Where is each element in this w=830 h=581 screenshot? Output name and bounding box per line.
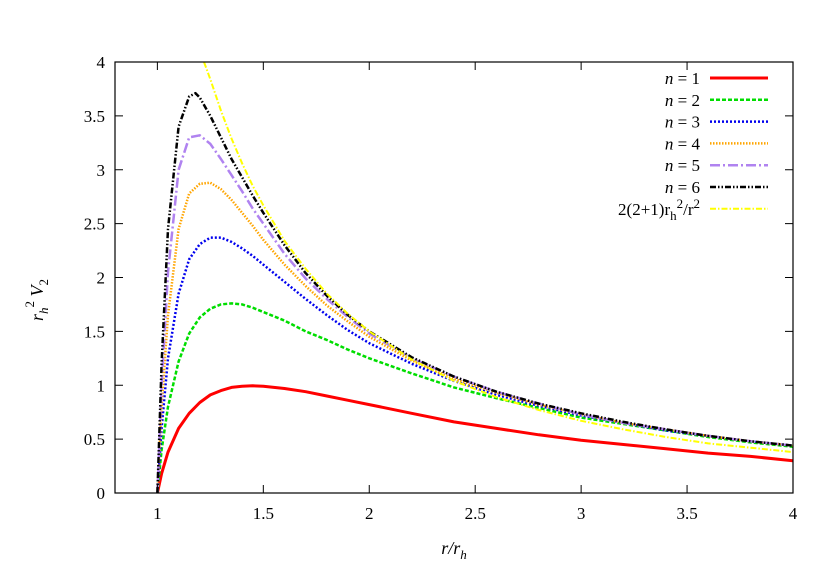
legend-entry: n = 3 <box>665 113 768 132</box>
series-line-1 <box>155 384 793 493</box>
x-tick-label: 3.5 <box>676 504 697 523</box>
y-tick-label: 3 <box>97 161 106 180</box>
legend-entry: n = 4 <box>665 134 768 153</box>
y-tick-label: 3.5 <box>84 107 105 126</box>
series-line-7 <box>203 62 793 454</box>
legend: n = 1 n = 2 n = 3 n = 4 n = 5 n = 62(2+1)rh2/… <box>618 69 768 223</box>
y-tick-label: 1 <box>97 376 106 395</box>
y-label-sub-2: 2 <box>36 279 51 286</box>
y-label-sup-2: 2 <box>22 301 37 308</box>
x-tick-label: 1.5 <box>253 504 274 523</box>
legend-entry: n = 1 <box>665 69 768 88</box>
legend-label: n = 1 <box>665 69 700 88</box>
y-tick-label: 0.5 <box>84 430 105 449</box>
legend-label: n = 2 <box>665 91 700 110</box>
x-tick-label: 1 <box>153 504 162 523</box>
y-tick-label: 4 <box>97 53 106 72</box>
y-label-sub-h: h <box>36 307 51 314</box>
data-curves <box>155 62 793 493</box>
series-line-3 <box>156 236 793 493</box>
series-line-2 <box>156 302 793 493</box>
legend-label: 2(2+1)rh2/r2 <box>618 196 700 223</box>
legend-entry: n = 6 <box>665 178 768 197</box>
x-tick-label: 2.5 <box>465 504 486 523</box>
y-tick-label: 2.5 <box>84 215 105 234</box>
series-line-6 <box>156 91 793 493</box>
x-tick-label: 4 <box>789 504 798 523</box>
legend-label: n = 3 <box>665 113 700 132</box>
svg-text:rh2 V2: rh2 V2 <box>22 279 51 321</box>
y-tick-label: 1.5 <box>84 322 105 341</box>
legend-entry: n = 2 <box>665 91 768 110</box>
x-tick-label: 3 <box>577 504 586 523</box>
y-axis-label: rh2 V2 <box>22 279 51 321</box>
x-axis-label: r/rh <box>441 538 467 562</box>
legend-label: n = 5 <box>665 156 700 175</box>
legend-label: n = 6 <box>665 178 700 197</box>
x-tick-label: 2 <box>365 504 374 523</box>
axis-ticks: 1 1.5 2 2.5 3 3.5 4 0 0.5 1 1.5 2 2.5 3 3.5 4 <box>84 53 798 523</box>
legend-entry: 2(2+1)rh2/r2 <box>618 196 768 223</box>
series-line-4 <box>156 181 793 493</box>
legend-label: n = 4 <box>665 134 701 153</box>
y-tick-label: 0 <box>97 484 106 503</box>
legend-entry: n = 5 <box>665 156 768 175</box>
y-tick-label: 2 <box>97 269 106 288</box>
